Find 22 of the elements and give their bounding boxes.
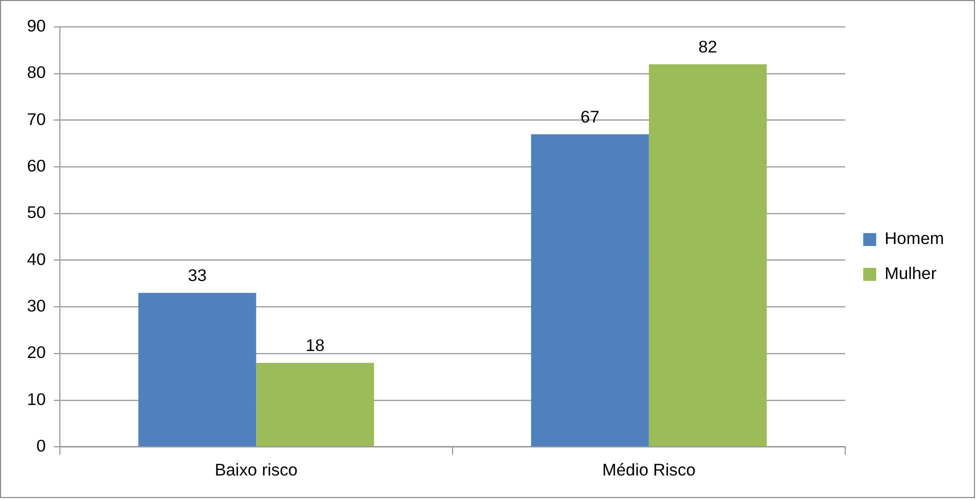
y-tick-label: 20 [26, 343, 46, 362]
data-label: 82 [698, 37, 718, 56]
y-tick-label: 50 [26, 203, 46, 222]
x-tick-label: Baixo risco [214, 460, 298, 480]
bar [138, 292, 256, 446]
legend-label: Homem [884, 229, 944, 248]
bar [256, 362, 374, 446]
y-tick-label: 0 [36, 436, 46, 456]
x-tick-label: Médio Risco [602, 460, 696, 480]
data-label: 33 [188, 266, 207, 286]
data-label: 18 [306, 336, 324, 356]
y-tick-label: 90 [26, 16, 46, 36]
y-tick-label: 10 [26, 390, 46, 409]
legend-label: Mulher [884, 264, 937, 284]
data-label: 67 [580, 107, 600, 126]
y-tick-label: 70 [26, 110, 46, 129]
y-tick-label: 40 [26, 250, 46, 269]
y-tick-label: 80 [26, 63, 46, 82]
bar [531, 134, 649, 446]
y-tick-label: 30 [26, 296, 46, 316]
bar [648, 64, 767, 446]
y-tick-label: 60 [26, 156, 46, 176]
